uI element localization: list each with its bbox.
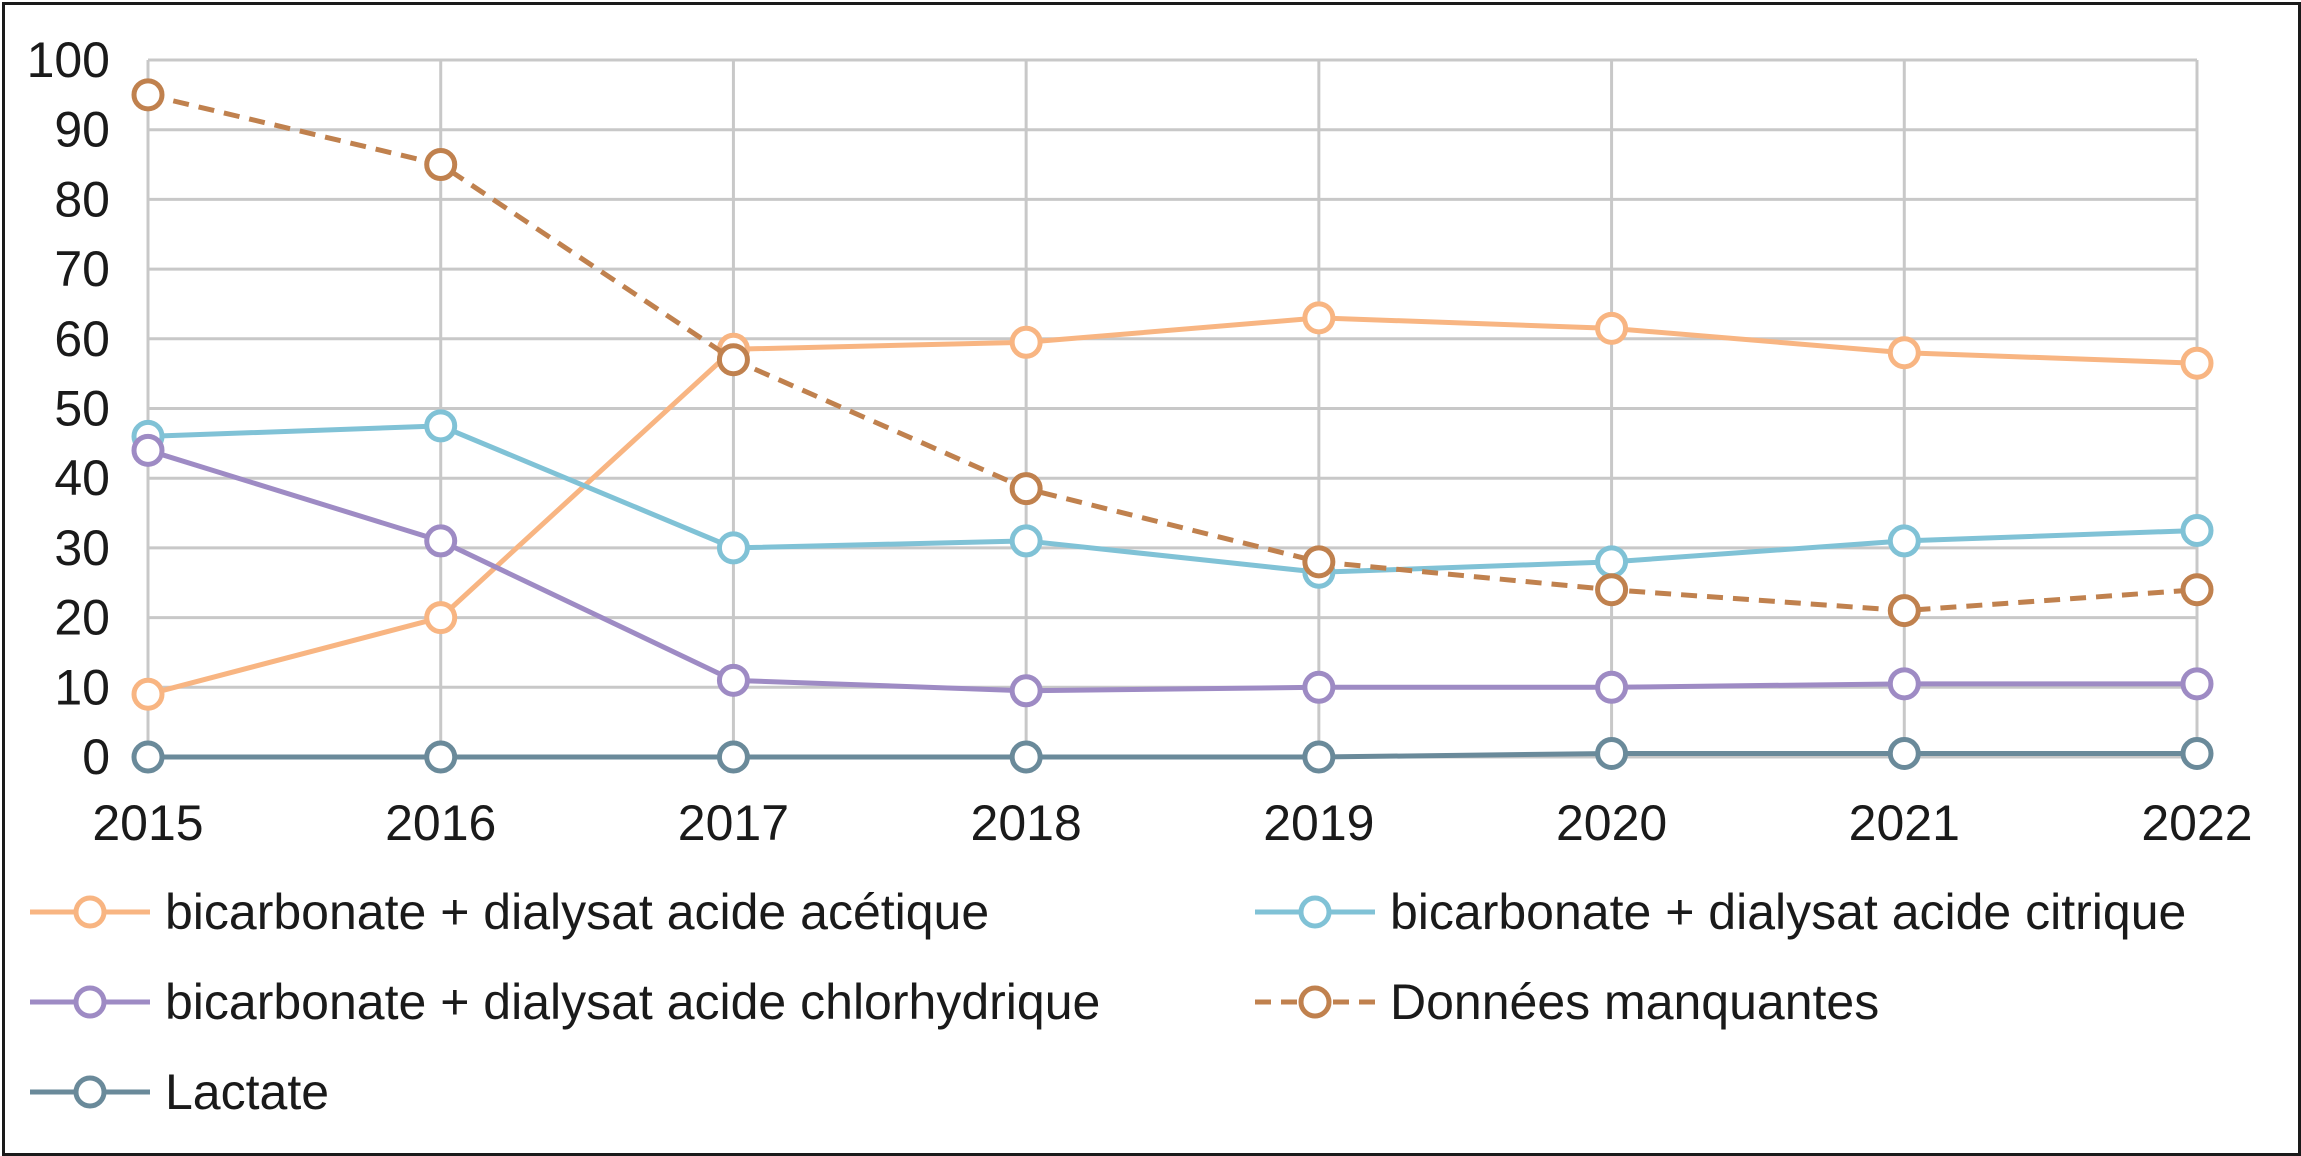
series-line xyxy=(148,751,2197,760)
data-point xyxy=(1887,336,1921,370)
data-point xyxy=(2180,737,2214,771)
data-point xyxy=(1595,545,1629,579)
data-point xyxy=(1887,524,1921,558)
data-point xyxy=(2180,667,2214,701)
series-line xyxy=(147,315,2198,697)
data-point xyxy=(1009,524,1043,558)
series-line xyxy=(147,423,2198,575)
series-layer xyxy=(131,78,2214,774)
data-point xyxy=(716,663,750,697)
data-point xyxy=(424,740,458,774)
data-point xyxy=(1302,545,1336,579)
legend-swatch-marker xyxy=(73,1075,107,1109)
data-point xyxy=(131,78,165,112)
legend-item: bicarbonate + dialysat acide acétique xyxy=(30,884,989,940)
series-2 xyxy=(131,433,2214,708)
legend: bicarbonate + dialysat acide acétique bic… xyxy=(30,884,2186,1120)
legend-label: bicarbonate + dialysat acide acétique xyxy=(165,884,989,940)
legend-item: Données manquantes xyxy=(1255,974,1879,1030)
series-0 xyxy=(131,301,2214,711)
data-point xyxy=(131,433,165,467)
y-tick-label: 70 xyxy=(54,241,110,297)
x-tick-label: 2022 xyxy=(2141,795,2252,851)
legend-item: bicarbonate + dialysat acide chlorhydriq… xyxy=(30,974,1100,1030)
legend-item: Lactate xyxy=(30,1064,329,1120)
series-line xyxy=(147,92,2198,614)
x-tick-label: 2021 xyxy=(1849,795,1960,851)
data-point xyxy=(1302,670,1336,704)
data-point xyxy=(1302,740,1336,774)
data-point xyxy=(1009,325,1043,359)
legend-label: bicarbonate + dialysat acide citrique xyxy=(1390,884,2186,940)
series-line xyxy=(147,447,2197,694)
y-tick-label: 90 xyxy=(54,102,110,158)
legend-label: Lactate xyxy=(165,1064,329,1120)
y-tick-label: 20 xyxy=(54,590,110,646)
data-point xyxy=(1887,594,1921,628)
y-tick-label: 10 xyxy=(54,659,110,715)
data-point xyxy=(424,409,458,443)
data-point xyxy=(1595,670,1629,704)
data-point xyxy=(424,148,458,182)
data-point xyxy=(2180,513,2214,547)
series-4 xyxy=(131,737,2214,774)
x-tick-label: 2020 xyxy=(1556,795,1667,851)
legend-label: bicarbonate + dialysat acide chlorhydriq… xyxy=(165,974,1100,1030)
data-point xyxy=(1887,737,1921,771)
data-point xyxy=(2180,346,2214,380)
data-point xyxy=(1009,740,1043,774)
x-tick-label: 2016 xyxy=(385,795,496,851)
data-point xyxy=(424,524,458,558)
legend-swatch-marker xyxy=(73,895,107,929)
data-point xyxy=(1009,472,1043,506)
x-tick-label: 2018 xyxy=(971,795,1082,851)
y-tick-label: 50 xyxy=(54,381,110,437)
x-tick-label: 2015 xyxy=(92,795,203,851)
data-point xyxy=(1595,737,1629,771)
x-tick-label: 2017 xyxy=(678,795,789,851)
legend-swatch-marker xyxy=(1298,985,1332,1019)
legend-label: Données manquantes xyxy=(1390,974,1879,1030)
legend-swatch-marker xyxy=(1298,895,1332,929)
series-3 xyxy=(131,78,2214,628)
y-tick-label: 0 xyxy=(82,729,110,785)
grid xyxy=(146,58,2199,759)
y-tick-label: 100 xyxy=(27,32,110,88)
data-point xyxy=(1595,573,1629,607)
y-axis-ticks: 0 10 20 30 40 50 60 70 80 90 100 xyxy=(27,32,110,785)
legend-swatch-marker xyxy=(73,985,107,1019)
legend-item: bicarbonate + dialysat acide citrique xyxy=(1255,884,2186,940)
data-point xyxy=(1887,667,1921,701)
x-tick-label: 2019 xyxy=(1263,795,1374,851)
data-point xyxy=(424,601,458,635)
y-tick-label: 30 xyxy=(54,520,110,576)
data-point xyxy=(1009,674,1043,708)
series-1 xyxy=(131,409,2214,589)
data-point xyxy=(1595,311,1629,345)
data-point xyxy=(1302,301,1336,335)
x-axis-ticks: 2015 2016 2017 2018 2019 2020 2021 2022 xyxy=(92,795,2252,851)
y-tick-label: 60 xyxy=(54,311,110,367)
data-point xyxy=(131,677,165,711)
data-point xyxy=(716,740,750,774)
data-point xyxy=(2180,573,2214,607)
data-point xyxy=(131,740,165,774)
y-tick-label: 80 xyxy=(54,171,110,227)
data-point xyxy=(716,531,750,565)
data-point xyxy=(716,343,750,377)
y-tick-label: 40 xyxy=(54,450,110,506)
